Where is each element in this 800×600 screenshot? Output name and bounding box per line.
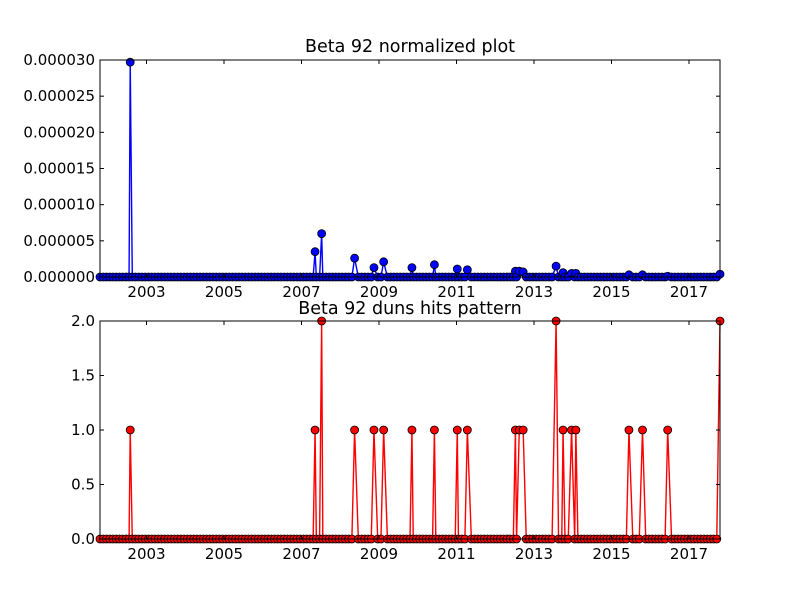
bottom-x-tick-label: 2007	[282, 545, 320, 563]
bottom-x-tick-label: 2011	[437, 545, 475, 563]
top-plot-frame	[99, 59, 721, 278]
bottom-y-tick-label: 1.0	[71, 421, 95, 439]
top-y-tick-label: 0.000000	[23, 268, 95, 286]
bottom-data-point	[462, 425, 472, 435]
top-x-tick-label: 2013	[515, 283, 553, 301]
bottom-data-point	[407, 425, 417, 435]
top-data-point	[407, 263, 417, 273]
top-data-point	[317, 229, 327, 239]
bottom-y-tick-label: 0.5	[71, 476, 95, 494]
bottom-x-tick-label: 2013	[515, 545, 553, 563]
bottom-data-point	[125, 425, 135, 435]
top-data-point	[551, 261, 561, 271]
bottom-data-point	[310, 425, 320, 435]
top-data-point	[430, 260, 439, 270]
top-x-tick-label: 2007	[282, 283, 320, 301]
top-x-tick-label: 2015	[592, 283, 630, 301]
bottom-x-tick-label: 2005	[205, 545, 243, 563]
top-x-tick-label: 2005	[205, 283, 243, 301]
bottom-data-point	[571, 425, 581, 435]
top-x-tick-label: 2003	[127, 283, 165, 301]
bottom-x-tick-label: 2003	[127, 545, 165, 563]
bottom-data-point	[350, 425, 359, 435]
top-data-point	[125, 57, 135, 67]
bottom-plot-frame	[99, 320, 721, 540]
top-x-tick-label: 2011	[437, 283, 475, 301]
top-data-point	[462, 265, 472, 275]
top-data-point	[452, 264, 462, 274]
bottom-data-point	[369, 425, 379, 435]
top-y-tick-label: 0.000005	[23, 232, 95, 250]
bottom-axis-ticks: 2003 2005 2007 2009 2011 2013 2015 2017 0.0 0.5 1.…	[71, 312, 720, 563]
bottom-data-point	[558, 425, 568, 435]
top-data-point	[379, 257, 389, 267]
top-y-tick-label: 0.000010	[23, 196, 95, 214]
bottom-y-tick-label: 2.0	[71, 312, 95, 330]
top-data-point	[369, 263, 379, 273]
top-data-point	[310, 247, 320, 257]
bottom-data-point	[624, 425, 634, 435]
bottom-x-tick-label: 2017	[670, 545, 708, 563]
bottom-data-point	[430, 425, 439, 435]
bottom-y-tick-label: 0.0	[71, 530, 95, 548]
bottom-y-tick-label: 1.5	[71, 367, 95, 385]
top-y-tick-label: 0.000015	[23, 160, 95, 178]
bottom-chart-title: Beta 92 duns hits pattern	[298, 299, 522, 319]
bottom-data-point	[663, 425, 673, 435]
bottom-data-point	[518, 425, 528, 435]
top-x-tick-label: 2017	[670, 283, 708, 301]
bottom-subplot: Beta 92 duns hits pattern 2003 2005 2007 20…	[71, 299, 725, 563]
top-y-tick-label: 0.000030	[23, 51, 95, 69]
top-axis-ticks: 2003 2005 2007 2009 2011 2013 2015 2017 0.000000…	[23, 51, 720, 301]
top-subplot: Beta 92 normalized plot 2003 2005 2007 2009…	[23, 37, 725, 301]
bottom-data-point	[452, 425, 462, 435]
top-y-tick-label: 0.000025	[23, 87, 95, 105]
top-y-tick-label: 0.000020	[23, 123, 95, 141]
bottom-data-point	[379, 425, 389, 435]
top-x-tick-label: 2009	[360, 283, 398, 301]
bottom-data-point	[638, 425, 647, 435]
bottom-x-tick-label: 2009	[360, 545, 398, 563]
top-data-point	[350, 253, 359, 263]
bottom-x-tick-label: 2015	[592, 545, 630, 563]
top-chart-title: Beta 92 normalized plot	[305, 37, 515, 57]
